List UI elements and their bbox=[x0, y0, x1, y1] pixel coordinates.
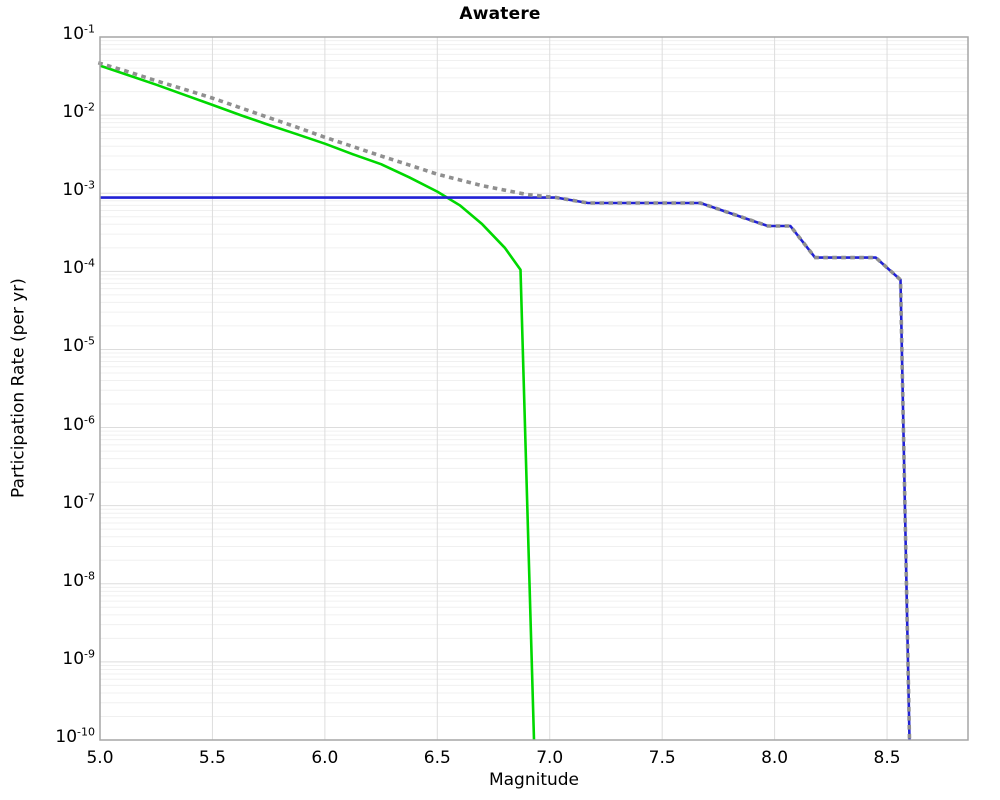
y-tick-label: 10-6 bbox=[62, 412, 95, 435]
gridlines bbox=[99, 36, 968, 741]
x-tick-label: 7.0 bbox=[536, 748, 564, 768]
y-tick-label: 10-8 bbox=[62, 569, 95, 591]
series-gray-dotted-line bbox=[97, 61, 912, 742]
y-tick-label: 10-10 bbox=[55, 725, 95, 747]
y-axis-label: Participation Rate (per yr) bbox=[8, 278, 29, 498]
x-tick-label: 7.5 bbox=[648, 748, 676, 768]
x-axis-label: Magnitude bbox=[488, 770, 580, 790]
chart-title: Awatere bbox=[459, 4, 541, 24]
x-tick-label: 5.5 bbox=[198, 748, 226, 768]
x-tick-label: 8.0 bbox=[761, 748, 789, 768]
y-tick-label: 10-7 bbox=[62, 491, 95, 513]
x-tick-label: 6.5 bbox=[423, 748, 451, 768]
x-tick-label: 6.0 bbox=[311, 748, 339, 768]
series-green-solid-line bbox=[99, 64, 536, 741]
x-tick-label: 5.0 bbox=[86, 748, 114, 768]
y-tick-label: 10-1 bbox=[62, 22, 95, 44]
y-tick-label: 10-9 bbox=[62, 647, 95, 669]
plot-border bbox=[99, 36, 969, 741]
y-tick-label: 10-5 bbox=[62, 334, 95, 357]
y-tick-label: 10-3 bbox=[62, 178, 95, 201]
x-tick-label: 8.5 bbox=[873, 748, 901, 768]
y-tick-label: 10-4 bbox=[62, 256, 95, 279]
y-tick-label: 10-2 bbox=[62, 100, 95, 123]
